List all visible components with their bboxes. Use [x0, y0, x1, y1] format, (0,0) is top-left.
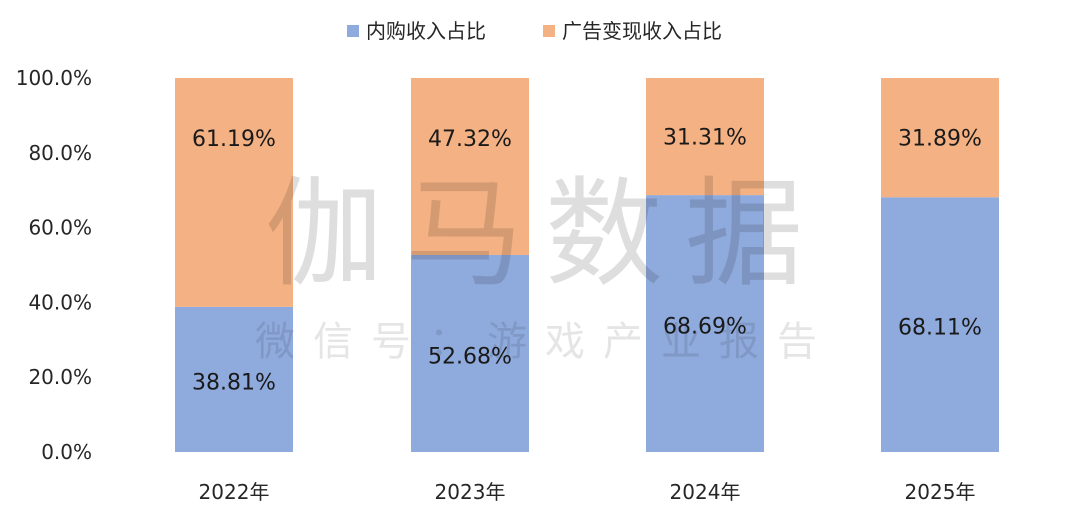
bar-segment-ads	[411, 78, 529, 255]
y-tick-label: 40.0%	[28, 290, 92, 314]
data-label: 68.69%	[663, 315, 747, 340]
y-tick-label: 80.0%	[28, 141, 92, 165]
data-label: 31.31%	[663, 126, 747, 151]
bar-segment-ads	[175, 78, 293, 307]
y-tick-label: 20.0%	[28, 365, 92, 389]
data-label: 68.11%	[898, 316, 982, 341]
bar-segment-inapp	[646, 195, 764, 452]
x-tick-label: 2025年	[905, 480, 976, 504]
y-tick-label: 60.0%	[28, 216, 92, 240]
data-label: 61.19%	[192, 127, 276, 152]
bar-segment-inapp	[175, 306, 293, 452]
data-label: 47.32%	[428, 127, 512, 152]
bar-segment-ads	[881, 78, 999, 198]
data-labels: 38.81% 61.19% 52.68% 47.32% 68.69% 31.31% 68.1…	[192, 126, 982, 396]
legend-swatch-2	[543, 25, 555, 37]
y-tick-label: 0.0%	[41, 440, 92, 464]
y-tick-label: 100.0%	[16, 66, 92, 90]
bar-segment-ads	[646, 78, 764, 196]
data-label: 38.81%	[192, 370, 276, 395]
legend-label-2: 广告变现收入占比	[562, 19, 722, 43]
y-axis: 0.0% 20.0% 40.0% 60.0% 80.0% 100.0%	[16, 66, 92, 464]
legend-label-1: 内购收入占比	[366, 19, 486, 43]
x-tick-label: 2022年	[199, 480, 270, 504]
data-label: 31.89%	[898, 127, 982, 152]
data-label: 52.68%	[428, 344, 512, 369]
x-tick-label: 2024年	[670, 480, 741, 504]
legend: 内购收入占比 广告变现收入占比	[347, 19, 722, 43]
bar-segment-inapp	[411, 254, 529, 452]
legend-swatch-1	[347, 25, 359, 37]
x-tick-label: 2023年	[435, 480, 506, 504]
x-axis: 2022年 2023年 2024年 2025年	[199, 480, 976, 504]
bars	[175, 78, 999, 452]
bar-segment-inapp	[881, 197, 999, 452]
